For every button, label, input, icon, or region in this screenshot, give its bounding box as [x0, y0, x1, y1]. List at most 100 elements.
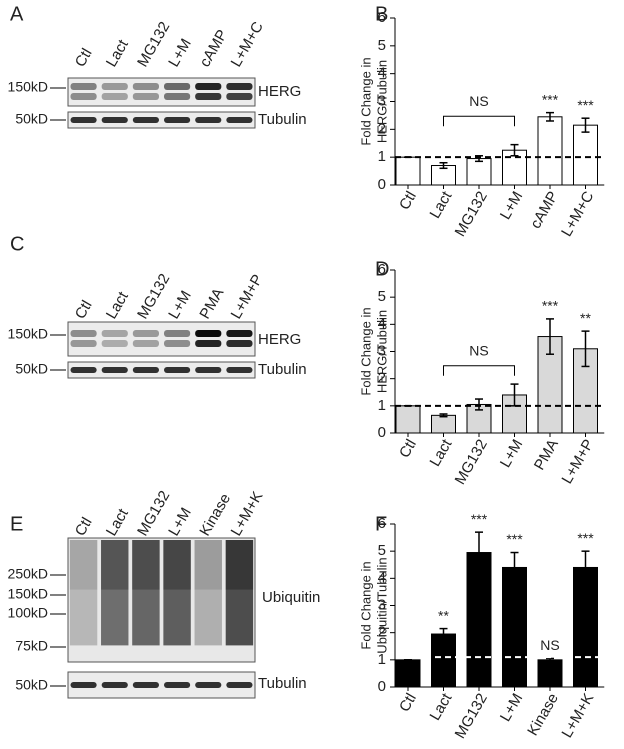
error-bar [475, 398, 483, 411]
smear [194, 540, 222, 646]
lane-label: Ctl [72, 515, 96, 539]
band [132, 117, 160, 123]
error-bar [439, 627, 448, 641]
lane-label: Ctl [72, 298, 96, 322]
bar [395, 659, 421, 688]
smear [225, 540, 254, 590]
y-tick-label: 6 [378, 261, 386, 278]
x-tick-label: Lact [426, 188, 455, 222]
band [226, 93, 253, 100]
band [132, 83, 160, 90]
smear [69, 540, 98, 646]
band [226, 367, 253, 373]
panel-letter: A [10, 3, 24, 25]
band [163, 682, 191, 688]
band [195, 83, 222, 90]
lane-label: L+M+P [228, 272, 267, 322]
y-tick-label: 0 [378, 176, 386, 193]
band [195, 682, 222, 688]
size-marker: 150kD [8, 326, 48, 342]
y-tick-label: 3 [378, 342, 386, 359]
smear [163, 540, 191, 646]
band [70, 340, 97, 347]
significance-label: *** [471, 511, 488, 527]
band [101, 330, 128, 337]
size-marker: 50kD [15, 111, 48, 127]
band-label: Tubulin [258, 361, 307, 378]
band [101, 682, 128, 688]
size-marker: 50kD [15, 677, 48, 693]
bar [573, 566, 598, 688]
x-tick-label: Ctl [396, 188, 420, 212]
lane-label: PMA [196, 285, 227, 322]
bracket-label: NS [469, 343, 488, 359]
lane-label: Ctl [72, 46, 96, 70]
band-label: Ubiquitin [262, 589, 320, 606]
error-bar [581, 117, 590, 133]
bar [395, 156, 421, 186]
x-tick-label: Ctl [396, 690, 420, 714]
bracket-label: NS [469, 93, 488, 109]
y-tick-label: 1 [378, 148, 386, 165]
x-tick-label: Kinase [524, 690, 562, 738]
x-tick-label: MG132 [452, 188, 491, 239]
y-axis-label: Fold Change in [358, 561, 373, 649]
error-bar [439, 413, 448, 418]
significance-label: *** [542, 91, 559, 107]
band [132, 330, 160, 337]
band [70, 117, 97, 123]
lane-label: L+M+K [228, 489, 267, 539]
bar [537, 659, 563, 688]
error-bar [546, 657, 554, 662]
panel-letter: E [10, 513, 23, 535]
band [70, 330, 97, 337]
band [163, 330, 191, 337]
bar [537, 116, 563, 186]
significance-label: *** [542, 298, 559, 314]
bracket [443, 115, 515, 127]
band [195, 330, 222, 337]
band [163, 340, 191, 347]
y-tick-label: 3 [378, 596, 386, 613]
x-tick-label: MG132 [452, 690, 491, 741]
y-tick-label: 1 [378, 397, 386, 414]
band [70, 682, 97, 688]
lane-label: Lact [103, 288, 132, 322]
y-axis-label: Ubiquitin/Tubulin [374, 557, 389, 653]
bar [573, 124, 598, 186]
blot-frame [67, 77, 256, 107]
size-marker: 75kD [15, 638, 48, 654]
error-bar [546, 111, 554, 122]
band [101, 117, 128, 123]
smear [194, 540, 222, 590]
smear [163, 540, 191, 590]
smear [69, 540, 98, 590]
error-bar [581, 330, 590, 368]
blot-frame [67, 361, 256, 379]
y-tick-label: 2 [378, 370, 386, 387]
lane-label: L+M+C [228, 19, 267, 70]
y-tick-label: 4 [378, 569, 386, 586]
band [226, 682, 253, 688]
band [70, 93, 97, 100]
band [163, 83, 191, 90]
significance-label: *** [506, 531, 523, 547]
band [101, 340, 128, 347]
x-tick-label: Ctl [396, 436, 420, 460]
size-marker: 150kD [8, 79, 48, 95]
band-label: HERG [258, 83, 301, 100]
error-bar [510, 551, 519, 584]
lane-label: L+M [165, 288, 195, 322]
y-tick-label: 5 [378, 288, 386, 305]
band [226, 83, 253, 90]
y-tick-label: 5 [378, 37, 386, 54]
band [195, 117, 222, 123]
significance-label: *** [577, 97, 594, 113]
y-tick-label: 2 [378, 624, 386, 641]
band [132, 340, 160, 347]
y-axis-label: Fold Change in [358, 307, 373, 395]
significance-label: ** [438, 607, 449, 623]
y-tick-label: 0 [378, 424, 386, 441]
significance-label: ** [580, 310, 591, 326]
